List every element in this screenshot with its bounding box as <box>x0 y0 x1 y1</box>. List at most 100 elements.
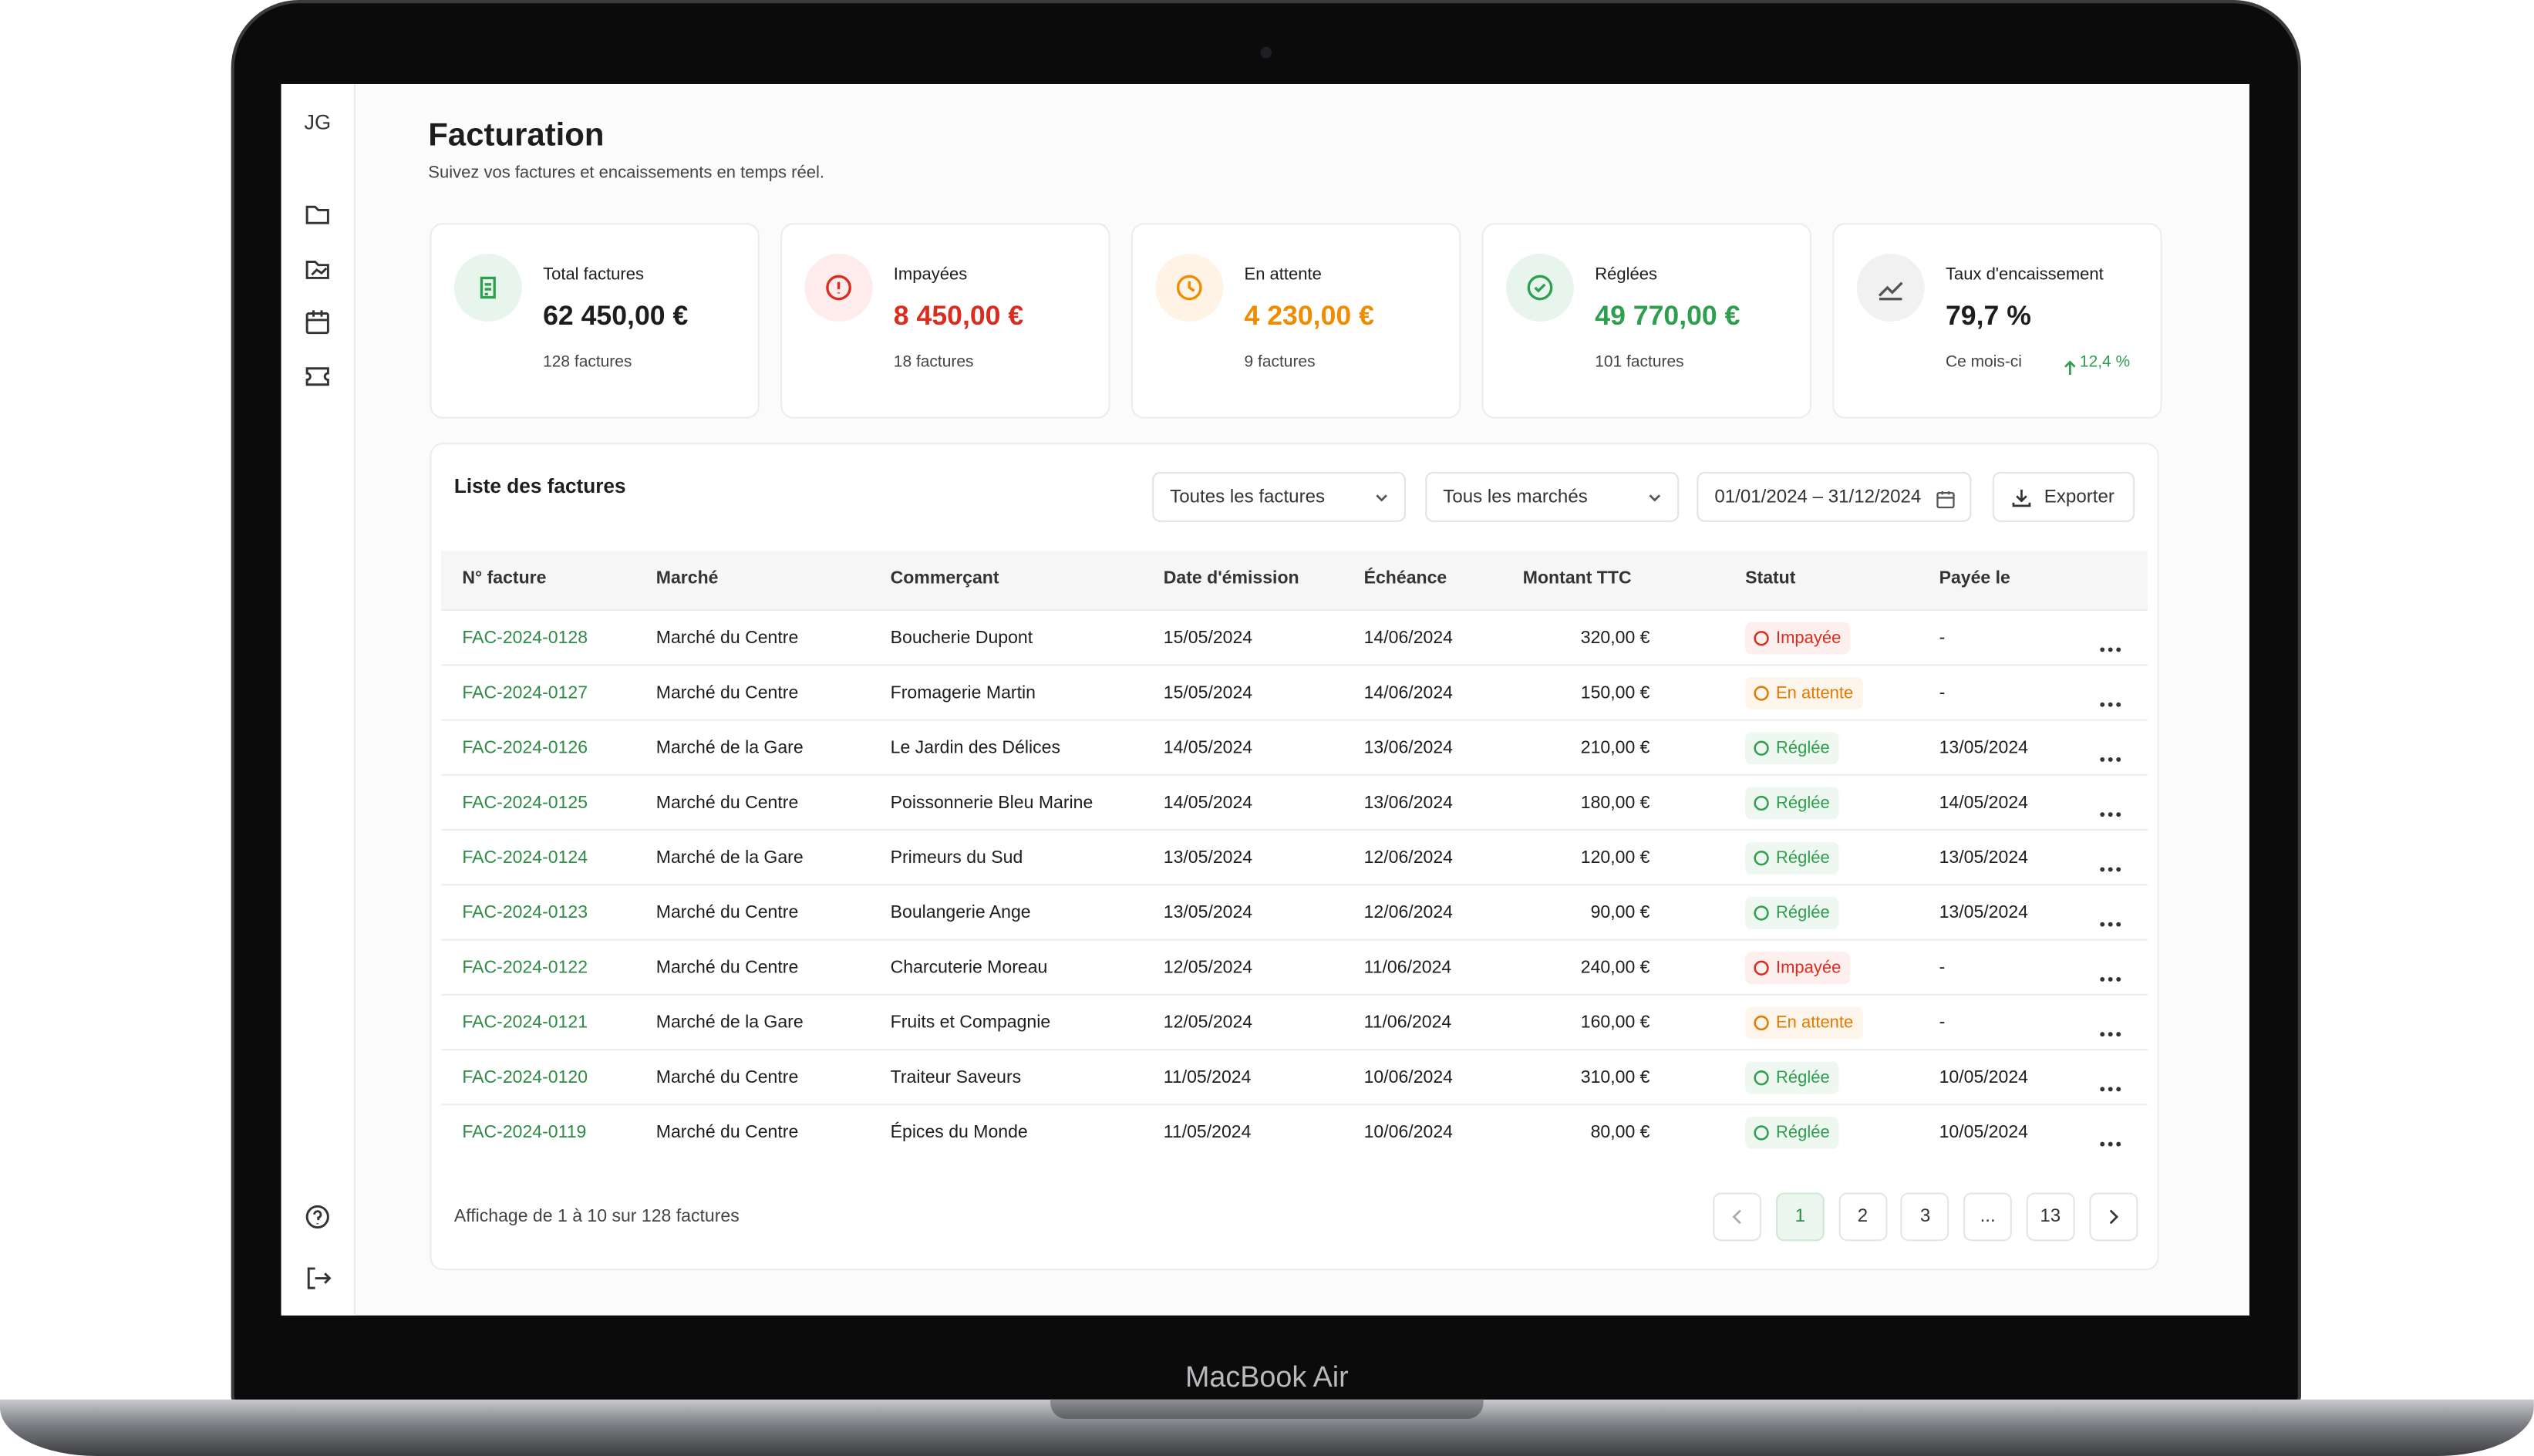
invoice-link[interactable]: FAC-2024-0119 <box>462 1123 587 1143</box>
invoice-link[interactable]: FAC-2024-0127 <box>462 683 588 703</box>
row-divider <box>441 993 2148 996</box>
cell: 14/06/2024 <box>1363 683 1453 703</box>
kpi-card: Réglées 49 770,00 € 101 factures <box>1481 223 1812 419</box>
cell: - <box>1939 1013 1946 1033</box>
page-button[interactable]: 3 <box>1901 1192 1949 1242</box>
cell: Marché de la Gare <box>655 1013 804 1033</box>
invoice-link[interactable]: FAC-2024-0125 <box>462 793 588 814</box>
cell: 15/05/2024 <box>1163 629 1253 649</box>
column-header: Payée le <box>1939 568 2010 588</box>
invoice-link[interactable]: FAC-2024-0120 <box>462 1068 588 1088</box>
page-button[interactable]: 1 <box>1775 1192 1825 1242</box>
page-button[interactable]: 2 <box>1838 1192 1887 1242</box>
amount: 320,00 € <box>1580 629 1650 649</box>
status-label: Réglée <box>1775 793 1830 814</box>
invoice-link[interactable]: FAC-2024-0128 <box>462 629 588 649</box>
invoice-link[interactable]: FAC-2024-0122 <box>462 958 588 978</box>
cell: Primeurs du Sud <box>890 848 1023 868</box>
kpi-icon <box>1856 253 1925 322</box>
cell: 12/05/2024 <box>1163 958 1253 978</box>
amount: 90,00 € <box>1590 903 1650 923</box>
device-label: MacBook Air <box>1184 1360 1349 1394</box>
cell: 11/06/2024 <box>1363 958 1452 978</box>
status-icon <box>1754 1015 1770 1031</box>
kpi-sub: 18 factures <box>893 353 974 372</box>
amount: 120,00 € <box>1580 848 1650 868</box>
cell: Marché du Centre <box>655 793 799 814</box>
cell: 13/06/2024 <box>1363 738 1453 758</box>
column-header: Marché <box>655 568 719 588</box>
row-menu <box>2099 1071 2121 1100</box>
row-divider <box>441 1104 2148 1106</box>
column-header: N° facture <box>462 568 547 588</box>
status-label: Impayée <box>1775 629 1842 649</box>
amount: 240,00 € <box>1580 958 1650 978</box>
status-icon <box>1754 740 1770 757</box>
column-header: Échéance <box>1363 568 1447 588</box>
amount: 150,00 € <box>1580 683 1650 703</box>
amount: 180,00 € <box>1580 793 1650 814</box>
filter-label: Tous les marchés <box>1443 487 1588 507</box>
row-divider <box>441 884 2148 886</box>
screen: JG Facturation Suivez vos factures et en… <box>281 83 2249 1316</box>
status-badge: Impayée <box>1745 952 1851 985</box>
row-divider <box>441 664 2148 666</box>
cell: - <box>1939 683 1946 703</box>
row-menu <box>2099 851 2121 881</box>
invoice-link[interactable]: FAC-2024-0121 <box>462 1013 588 1033</box>
cell: Marché du Centre <box>655 683 799 703</box>
filter-label: Toutes les factures <box>1170 487 1326 507</box>
filter[interactable]: Toutes les factures <box>1152 471 1407 522</box>
invoice-link[interactable]: FAC-2024-0126 <box>462 738 588 758</box>
invoice-link[interactable]: FAC-2024-0123 <box>462 903 588 923</box>
kpi-value: 79,7 % <box>1945 300 2031 332</box>
cell: 11/05/2024 <box>1163 1068 1252 1088</box>
cell: Charcuterie Moreau <box>890 958 1048 978</box>
kpi-value: 4 230,00 € <box>1244 300 1374 332</box>
row-divider <box>441 719 2148 721</box>
cell: Boucherie Dupont <box>890 629 1033 649</box>
amount: 160,00 € <box>1580 1013 1650 1033</box>
status-label: Impayée <box>1775 958 1842 978</box>
row-divider <box>441 939 2148 941</box>
status-badge: Réglée <box>1745 787 1840 820</box>
invoice-link[interactable]: FAC-2024-0124 <box>462 848 588 868</box>
kpi-icon <box>1506 253 1575 322</box>
amount: 310,00 € <box>1580 1068 1650 1088</box>
export-button[interactable]: Exporter <box>1992 471 2135 522</box>
amount: 80,00 € <box>1590 1123 1650 1143</box>
laptop-notch <box>1050 1399 1484 1419</box>
status-badge: En attente <box>1745 677 1863 709</box>
trend-arrow <box>2064 356 2077 385</box>
cell: Le Jardin des Délices <box>890 738 1061 758</box>
nav-icons[interactable] <box>304 201 332 394</box>
status-label: En attente <box>1775 683 1854 703</box>
row-menu <box>2099 742 2121 771</box>
status-icon <box>1754 630 1770 646</box>
status-badge: Réglée <box>1745 897 1840 929</box>
avatar[interactable]: JG <box>304 110 332 134</box>
status-label: En attente <box>1775 1013 1854 1033</box>
filter-icon <box>1936 490 1955 514</box>
page-button[interactable]: 13 <box>2026 1192 2075 1242</box>
cell: Marché du Centre <box>655 629 799 649</box>
cell: 12/06/2024 <box>1363 848 1453 868</box>
status-badge: Impayée <box>1745 622 1851 655</box>
kpi-sub: 9 factures <box>1244 353 1316 372</box>
bottom-icons[interactable] <box>304 1202 332 1296</box>
column-header: Commerçant <box>890 568 999 588</box>
filter[interactable]: 01/01/2024 – 31/12/2024 <box>1697 471 1972 522</box>
next-page[interactable] <box>2089 1192 2138 1242</box>
table-title: Liste des factures <box>453 475 626 498</box>
page-button[interactable]: ... <box>1963 1192 2013 1242</box>
row-menu <box>2099 907 2121 936</box>
status-icon <box>1754 905 1770 921</box>
row-menu <box>2099 687 2121 716</box>
cell: Fromagerie Martin <box>890 683 1036 703</box>
filter[interactable]: Tous les marchés <box>1425 471 1680 522</box>
row-menu <box>2099 1016 2121 1046</box>
status-label: Réglée <box>1775 1068 1830 1088</box>
prev-page[interactable] <box>1713 1192 1762 1242</box>
cell: 13/05/2024 <box>1939 848 2028 868</box>
